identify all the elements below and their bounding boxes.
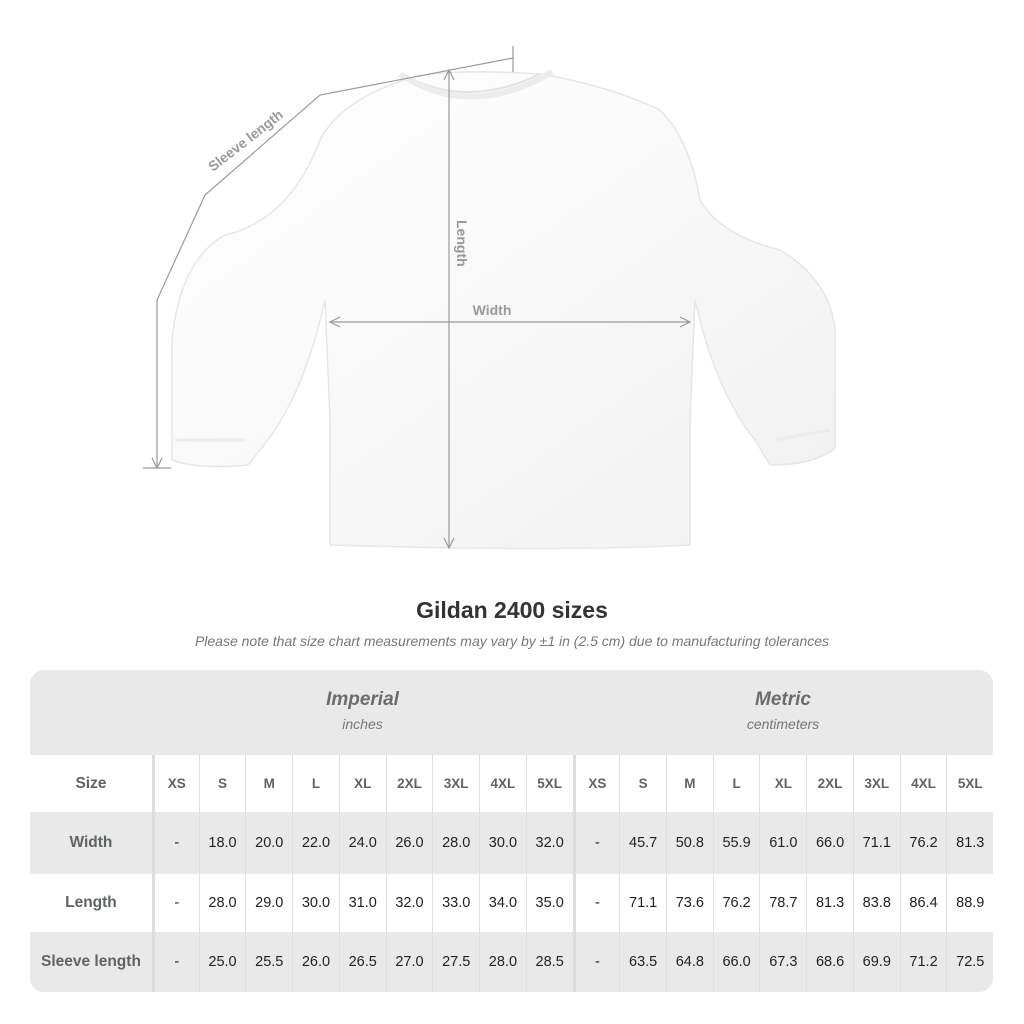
metric-size-header: XS bbox=[572, 755, 620, 812]
cuffs bbox=[175, 428, 831, 442]
row-label: Width bbox=[69, 834, 113, 851]
metric-size-header: S bbox=[619, 755, 666, 812]
table-row: Width -18.0 20.0 22.0 24.0 26.0 28.0 30.0 32.0-4… bbox=[30, 812, 993, 874]
metric-value-cell: 71.1 bbox=[619, 874, 666, 932]
metric-value-cell: 67.3 bbox=[759, 932, 806, 992]
imperial-size-header: 3XL bbox=[432, 755, 479, 812]
imperial-size-header: M bbox=[245, 755, 292, 812]
imperial-value-cell: 28.0 bbox=[432, 812, 479, 874]
width-label: Width bbox=[473, 302, 512, 318]
metric-size-header: M bbox=[665, 755, 713, 812]
imperial-value-cell: 24.0 bbox=[338, 812, 386, 874]
metric-value-cell: 73.6 bbox=[665, 874, 713, 932]
imperial-value-cell: 22.0 bbox=[292, 812, 339, 874]
imperial-value-cell: 26.5 bbox=[338, 932, 386, 992]
imperial-value-cell: 31.0 bbox=[338, 874, 386, 932]
metric-unit: centimeters bbox=[746, 716, 820, 732]
imperial-value-cell: - bbox=[151, 874, 199, 932]
metric-value-cell: - bbox=[572, 874, 620, 932]
imperial-header: Imperial inches bbox=[152, 670, 573, 755]
imperial-value-cell: 27.0 bbox=[385, 932, 433, 992]
imperial-value-cell: - bbox=[151, 812, 199, 874]
metric-value-cell: 63.5 bbox=[619, 932, 666, 992]
tolerance-note: Please note that size chart measurements… bbox=[194, 633, 830, 649]
imperial-value-cell: 28.0 bbox=[198, 874, 246, 932]
imperial-size-header: L bbox=[292, 755, 339, 812]
imperial-value-cell: 32.0 bbox=[385, 874, 433, 932]
metric-value-cell: 61.0 bbox=[759, 812, 806, 874]
metric-value-cell: 86.4 bbox=[899, 874, 947, 932]
imperial-value-cell: 27.5 bbox=[432, 932, 479, 992]
metric-value-cell: - bbox=[572, 932, 620, 992]
row-label: Size bbox=[75, 774, 107, 792]
imperial-value-cell: 35.0 bbox=[525, 874, 573, 932]
imperial-value-cell: 28.5 bbox=[525, 932, 573, 992]
imperial-size-header: XS bbox=[151, 755, 199, 812]
metric-size-header: 2XL bbox=[806, 755, 853, 812]
imperial-size-header: 2XL bbox=[385, 755, 433, 812]
imperial-size-header: S bbox=[198, 755, 246, 812]
metric-size-header: 3XL bbox=[852, 755, 900, 812]
imperial-value-cell: 20.0 bbox=[245, 812, 292, 874]
imperial-unit: inches bbox=[342, 716, 383, 732]
metric-value-cell: 71.2 bbox=[899, 932, 947, 992]
metric-value-cell: 55.9 bbox=[712, 812, 760, 874]
metric-value-cell: 69.9 bbox=[852, 932, 900, 992]
metric-value-cell: 45.7 bbox=[619, 812, 666, 874]
metric-value-cell: - bbox=[572, 812, 620, 874]
metric-title: Metric bbox=[755, 689, 811, 710]
imperial-value-cell: 32.0 bbox=[525, 812, 573, 874]
imperial-value-cell: 34.0 bbox=[479, 874, 526, 932]
metric-size-header: XL bbox=[759, 755, 806, 812]
metric-size-header: L bbox=[712, 755, 760, 812]
metric-value-cell: 78.7 bbox=[759, 874, 806, 932]
imperial-value-cell: 29.0 bbox=[245, 874, 292, 932]
imperial-size-header: 4XL bbox=[479, 755, 526, 812]
collar-rib bbox=[398, 69, 554, 100]
metric-value-cell: 81.3 bbox=[806, 874, 853, 932]
imperial-value-cell: 28.0 bbox=[479, 932, 526, 992]
size-header-row: Size XS S M L XL 2XL 3XL 4XL 5XL XS S M L XL 2XL 3XL 4XL 5… bbox=[30, 755, 993, 812]
table-row: Sleeve length -25.0 25.5 26.0 26.5 27.0 27.5 28… bbox=[30, 932, 993, 992]
size-table: Imperial inches Metric centimeters Size X… bbox=[30, 670, 993, 992]
imperial-value-cell: 25.5 bbox=[245, 932, 292, 992]
imperial-title: Imperial bbox=[326, 689, 399, 710]
imperial-value-cell: 25.0 bbox=[198, 932, 246, 992]
metric-value-cell: 71.1 bbox=[852, 812, 900, 874]
imperial-value-cell: 30.0 bbox=[292, 874, 339, 932]
imperial-size-header: 5XL bbox=[525, 755, 573, 812]
sleeve-length-label: Sleeve length bbox=[205, 106, 286, 174]
row-label: Sleeve length bbox=[40, 953, 141, 970]
imperial-value-cell: - bbox=[151, 932, 199, 992]
metric-value-cell: 76.2 bbox=[712, 874, 760, 932]
shirt-image bbox=[171, 71, 836, 550]
metric-header: Metric centimeters bbox=[573, 670, 993, 755]
metric-value-cell: 66.0 bbox=[806, 812, 853, 874]
metric-value-cell: 83.8 bbox=[852, 874, 900, 932]
metric-value-cell: 72.5 bbox=[946, 932, 993, 992]
metric-value-cell: 81.3 bbox=[946, 812, 993, 874]
imperial-value-cell: 33.0 bbox=[432, 874, 479, 932]
imperial-value-cell: 30.0 bbox=[479, 812, 526, 874]
metric-size-header: 5XL bbox=[946, 755, 993, 812]
metric-value-cell: 64.8 bbox=[665, 932, 713, 992]
length-label: Length bbox=[454, 220, 470, 267]
metric-value-cell: 76.2 bbox=[899, 812, 947, 874]
metric-value-cell: 66.0 bbox=[712, 932, 760, 992]
metric-size-header: 4XL bbox=[899, 755, 947, 812]
imperial-size-header: XL bbox=[338, 755, 386, 812]
shirt-diagram: Sleeve length Length Width bbox=[143, 46, 836, 550]
imperial-value-cell: 26.0 bbox=[385, 812, 433, 874]
table-row: Length -28.0 29.0 30.0 31.0 32.0 33.0 34.0 35.0-… bbox=[30, 874, 993, 932]
metric-value-cell: 88.9 bbox=[946, 874, 993, 932]
imperial-value-cell: 26.0 bbox=[292, 932, 339, 992]
row-label: Length bbox=[65, 894, 117, 911]
imperial-value-cell: 18.0 bbox=[198, 812, 246, 874]
page-title: Gildan 2400 sizes bbox=[416, 597, 608, 623]
metric-value-cell: 50.8 bbox=[665, 812, 713, 874]
metric-value-cell: 68.6 bbox=[806, 932, 853, 992]
measure-lines bbox=[143, 46, 692, 550]
